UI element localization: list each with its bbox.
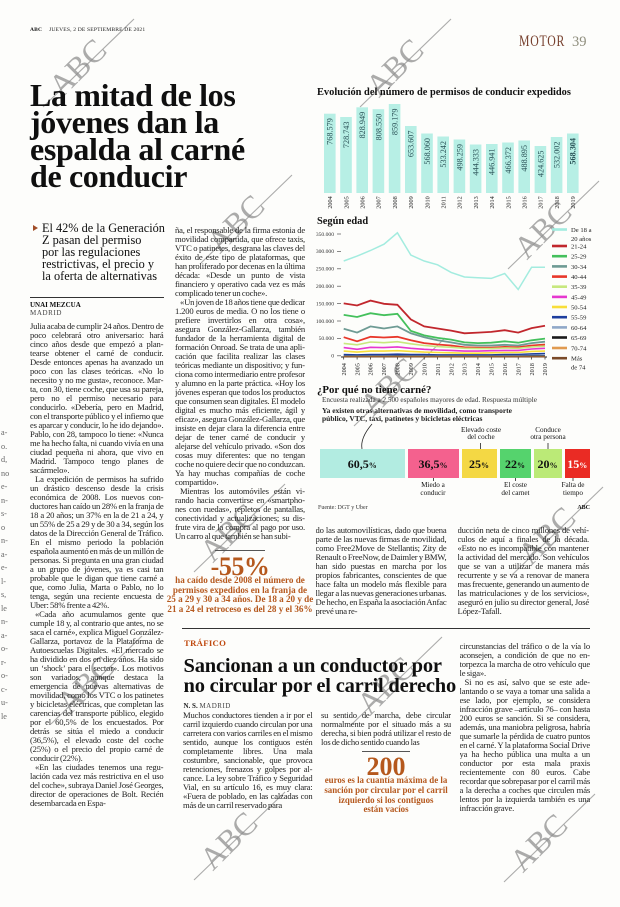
svg-text:2016: 2016 [502,363,509,375]
svg-text:2018: 2018 [529,363,536,375]
svg-text:444.333: 444.333 [472,149,481,176]
svg-text:Más: Más [571,356,583,363]
svg-text:568.060: 568.060 [423,138,432,165]
svg-text:100.000: 100.000 [316,319,334,325]
svg-text:ABC: ABC [192,804,264,876]
svg-text:2010: 2010 [421,363,428,375]
svg-text:466.372: 466.372 [504,147,513,174]
svg-text:40-44: 40-44 [571,274,587,281]
svg-text:60-64: 60-64 [571,325,587,332]
svg-text:2019: 2019 [542,363,549,375]
svg-text:2006: 2006 [360,196,367,208]
svg-text:2008: 2008 [395,363,402,375]
svg-text:35-39: 35-39 [571,284,587,291]
svg-text:2006: 2006 [368,363,375,375]
svg-text:2007: 2007 [376,196,383,208]
svg-text:25-29: 25-29 [571,254,587,261]
svg-text:70-74: 70-74 [571,346,587,353]
svg-text:488.895: 488.895 [520,145,529,172]
svg-text:2014: 2014 [489,196,496,208]
svg-text:2008: 2008 [392,196,399,208]
svg-text:2012: 2012 [448,363,455,375]
svg-text:2011: 2011 [435,363,442,375]
svg-text:2019: 2019 [570,196,577,208]
svg-text:2018: 2018 [554,196,561,208]
svg-text:2016: 2016 [522,196,529,208]
svg-text:De 18 a: De 18 a [571,227,592,234]
svg-text:2011: 2011 [441,196,448,208]
svg-text:2015: 2015 [489,363,496,375]
svg-text:2014: 2014 [475,363,482,375]
svg-text:65-69: 65-69 [571,335,587,342]
svg-text:2004: 2004 [327,196,334,208]
svg-text:859.179: 859.179 [391,109,400,136]
svg-text:50-54: 50-54 [571,305,587,312]
svg-text:21-24: 21-24 [571,244,587,251]
svg-text:568.304: 568.304 [569,138,578,165]
svg-text:2017: 2017 [538,196,545,208]
svg-text:2010: 2010 [424,196,431,208]
svg-text:55-59: 55-59 [571,315,587,322]
svg-text:2015: 2015 [505,196,512,208]
svg-text:533.242: 533.242 [439,141,448,168]
svg-text:45-49: 45-49 [571,294,587,301]
svg-text:2005: 2005 [354,363,361,375]
svg-text:350.000: 350.000 [316,232,334,238]
svg-text:2012: 2012 [457,196,464,208]
svg-text:30-34: 30-34 [571,264,587,271]
svg-text:728.743: 728.743 [342,122,351,149]
svg-text:653.607: 653.607 [407,131,416,158]
svg-text:250.000: 250.000 [316,267,334,273]
svg-text:2013: 2013 [473,196,480,208]
svg-text:424.625: 424.625 [536,151,545,178]
svg-text:2009: 2009 [408,363,415,375]
svg-text:2017: 2017 [515,363,522,375]
svg-text:ABC: ABC [502,806,574,878]
svg-text:2009: 2009 [408,196,415,208]
svg-text:200.000: 200.000 [316,284,334,290]
svg-text:828.949: 828.949 [358,112,367,139]
svg-text:300.000: 300.000 [316,249,334,255]
svg-text:2013: 2013 [462,363,469,375]
svg-text:2004: 2004 [341,363,348,375]
svg-text:50.000: 50.000 [319,336,335,342]
svg-text:2007: 2007 [381,363,388,375]
svg-text:532.002: 532.002 [553,142,562,169]
svg-text:808.550: 808.550 [374,114,383,141]
svg-text:150.000: 150.000 [316,301,334,307]
svg-text:446.941: 446.941 [488,149,497,176]
svg-text:20 años: 20 años [571,236,592,243]
svg-text:0: 0 [331,354,334,360]
svg-text:2005: 2005 [343,196,350,208]
svg-text:de 74: de 74 [571,365,586,372]
svg-text:498.259: 498.259 [455,144,464,171]
svg-text:768.579: 768.579 [326,118,335,145]
